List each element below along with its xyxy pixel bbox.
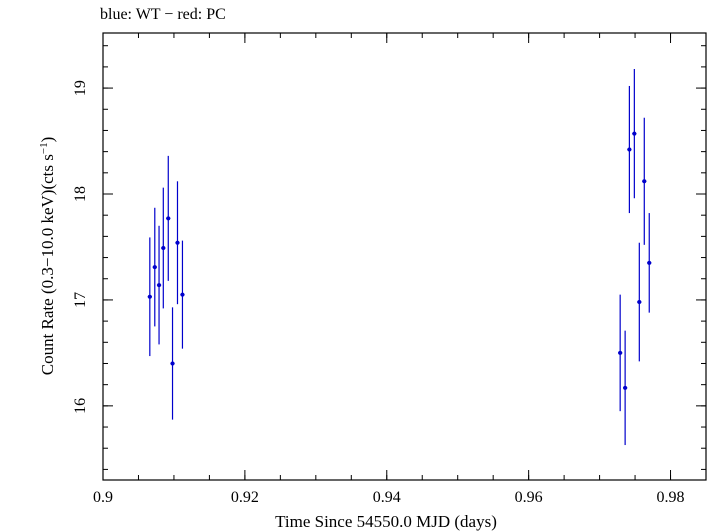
y-axis-label-main: Count Rate (0.3−10.0 keV)(cts s bbox=[38, 154, 57, 375]
point-marker bbox=[627, 147, 632, 152]
point-marker bbox=[623, 385, 628, 390]
y-axis-ticks: 16 17 18 19 bbox=[72, 45, 706, 470]
x-axis-label: Time Since 54550.0 MJD (days) bbox=[275, 512, 497, 531]
chart-title: blue: WT − red: PC bbox=[100, 6, 226, 23]
data-point bbox=[647, 213, 652, 313]
data-series-wt bbox=[147, 69, 652, 446]
y-axis-label-exponent: −1 bbox=[38, 142, 50, 154]
y-axis-label: Count Rate (0.3−10.0 keV)(cts s−1) bbox=[38, 137, 57, 376]
y-tick-label: 17 bbox=[72, 292, 89, 308]
data-point bbox=[166, 155, 171, 281]
data-point bbox=[622, 330, 628, 446]
data-point bbox=[152, 207, 157, 327]
data-point bbox=[156, 225, 162, 345]
y-tick-label: 16 bbox=[72, 398, 89, 414]
data-point bbox=[147, 237, 152, 357]
point-marker bbox=[147, 294, 152, 299]
point-marker bbox=[647, 260, 652, 265]
point-marker bbox=[175, 240, 180, 245]
point-marker bbox=[632, 131, 637, 136]
point-marker bbox=[618, 350, 623, 355]
plot-frame bbox=[102, 32, 707, 481]
data-point bbox=[637, 242, 642, 362]
data-point bbox=[642, 117, 647, 245]
data-point bbox=[632, 69, 637, 199]
point-marker bbox=[152, 265, 157, 270]
point-marker bbox=[637, 300, 642, 305]
data-point bbox=[618, 294, 623, 412]
x-tick-label: 0.94 bbox=[373, 489, 401, 506]
y-axis-label-tail: ) bbox=[38, 137, 57, 143]
point-marker bbox=[161, 246, 166, 251]
data-point bbox=[180, 240, 185, 349]
data-point bbox=[175, 181, 180, 305]
data-point bbox=[170, 307, 175, 420]
point-marker bbox=[642, 179, 647, 184]
x-tick-label: 0.98 bbox=[657, 489, 685, 506]
point-marker bbox=[166, 216, 171, 221]
point-marker bbox=[180, 292, 185, 297]
x-axis-ticks: 0.9 0.92 0.94 0.96 0.98 bbox=[93, 33, 707, 506]
y-tick-label: 19 bbox=[72, 80, 89, 96]
y-tick-label: 18 bbox=[72, 186, 89, 202]
x-tick-label: 0.9 bbox=[93, 489, 113, 506]
point-marker bbox=[170, 361, 175, 366]
point-marker bbox=[157, 283, 162, 288]
x-tick-label: 0.92 bbox=[231, 489, 259, 506]
x-tick-label: 0.96 bbox=[515, 489, 543, 506]
data-point bbox=[627, 85, 632, 214]
data-point bbox=[161, 187, 166, 309]
